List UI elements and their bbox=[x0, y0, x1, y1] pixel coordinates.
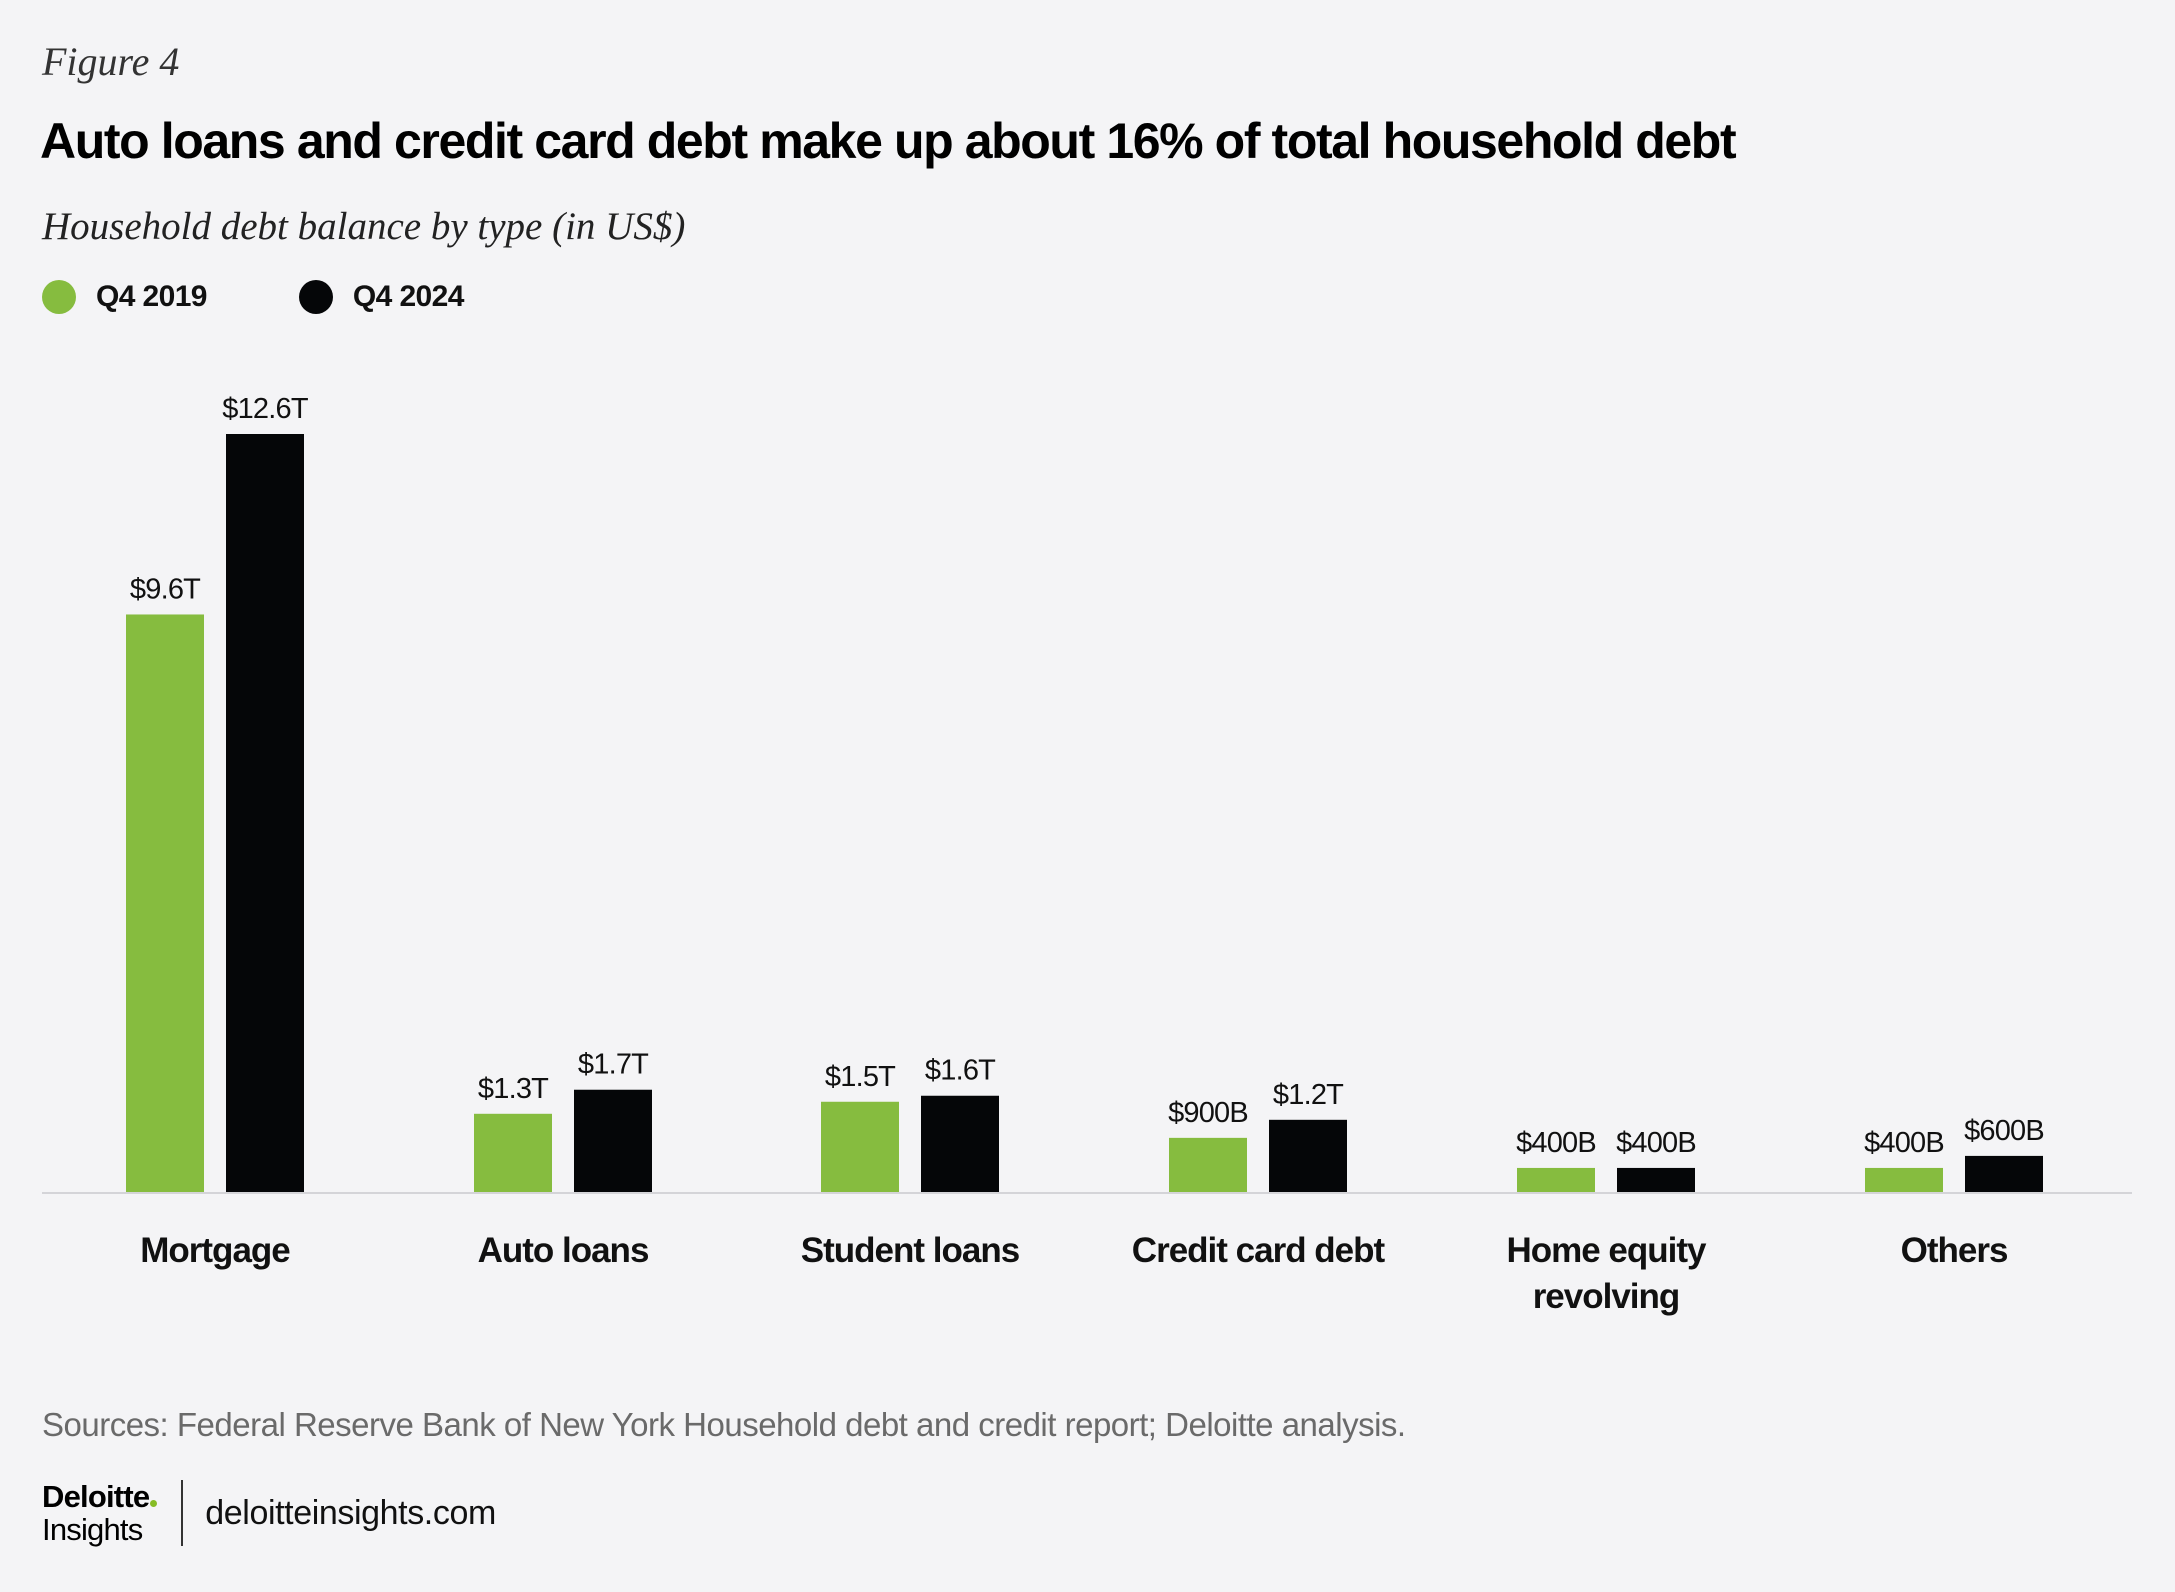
data-label-q4-2024-0: $12.6T bbox=[222, 393, 309, 425]
data-label-q4-2024-1: $1.7T bbox=[578, 1049, 649, 1081]
legend-item-q4-2019: Q4 2019 bbox=[42, 280, 208, 314]
bar-q4-2019-5 bbox=[1865, 1167, 1943, 1192]
logo-subtitle: Insights bbox=[42, 1512, 143, 1547]
bar-q4-2019-4 bbox=[1517, 1167, 1595, 1192]
bar-q4-2019-2 bbox=[821, 1101, 899, 1192]
legend-label-q4-2019: Q4 2019 bbox=[96, 280, 208, 313]
category-label-2: Student loans bbox=[801, 1231, 1020, 1270]
legend-label-q4-2024: Q4 2024 bbox=[352, 280, 465, 313]
category-label-4-line-1: revolving bbox=[1533, 1277, 1680, 1316]
bar-q4-2024-0 bbox=[226, 434, 304, 1192]
category-label-3: Credit card debt bbox=[1132, 1231, 1386, 1270]
bar-q4-2024-2 bbox=[921, 1095, 999, 1192]
data-label-q4-2024-5: $600B bbox=[1964, 1115, 2044, 1147]
legend-swatch-q4-2024 bbox=[298, 280, 333, 314]
data-label-q4-2019-1: $1.3T bbox=[478, 1073, 549, 1105]
legend-item-q4-2024: Q4 2024 bbox=[298, 280, 465, 314]
logo-green-dot bbox=[150, 1500, 158, 1507]
bar-q4-2019-3 bbox=[1169, 1137, 1247, 1192]
footer: Deloitte Insights deloitteinsights.com bbox=[42, 1480, 496, 1546]
data-label-q4-2024-3: $1.2T bbox=[1273, 1079, 1344, 1111]
category-label-5: Others bbox=[1901, 1231, 2008, 1270]
footer-url[interactable]: deloitteinsights.com bbox=[205, 1493, 496, 1532]
data-label-q4-2019-0: $9.6T bbox=[130, 573, 201, 605]
figure-label: Figure 4 bbox=[42, 39, 180, 84]
bar-q4-2019-0 bbox=[126, 614, 204, 1192]
bar-q4-2024-5 bbox=[1965, 1155, 2043, 1192]
category-label-1: Auto loans bbox=[478, 1231, 649, 1270]
source-note: Sources: Federal Reserve Bank of New Yor… bbox=[42, 1406, 1406, 1443]
category-label-0: Mortgage bbox=[140, 1231, 290, 1270]
chart-title: Auto loans and credit card debt make up … bbox=[40, 113, 1737, 169]
chart-legend: Q4 2019 Q4 2024 bbox=[42, 280, 556, 314]
bar-q4-2024-3 bbox=[1269, 1119, 1347, 1192]
bar-q4-2019-1 bbox=[474, 1113, 552, 1192]
bar-q4-2024-4 bbox=[1617, 1167, 1695, 1192]
deloitte-insights-logo: Deloitte Insights bbox=[42, 1479, 158, 1547]
data-label-q4-2019-4: $400B bbox=[1516, 1127, 1596, 1159]
footer-divider bbox=[181, 1480, 184, 1546]
data-label-q4-2019-2: $1.5T bbox=[825, 1061, 896, 1093]
logo-wordmark: Deloitte bbox=[42, 1479, 150, 1514]
data-label-q4-2019-5: $400B bbox=[1864, 1127, 1944, 1159]
bar-q4-2024-1 bbox=[574, 1089, 652, 1192]
data-label-q4-2019-3: $900B bbox=[1168, 1097, 1248, 1129]
data-label-q4-2024-4: $400B bbox=[1616, 1127, 1696, 1159]
data-label-q4-2024-2: $1.6T bbox=[925, 1055, 996, 1087]
chart-subtitle: Household debt balance by type (in US$) bbox=[42, 205, 686, 248]
legend-swatch-q4-2019 bbox=[42, 280, 76, 314]
category-label-4-line-0: Home equity bbox=[1506, 1231, 1707, 1270]
